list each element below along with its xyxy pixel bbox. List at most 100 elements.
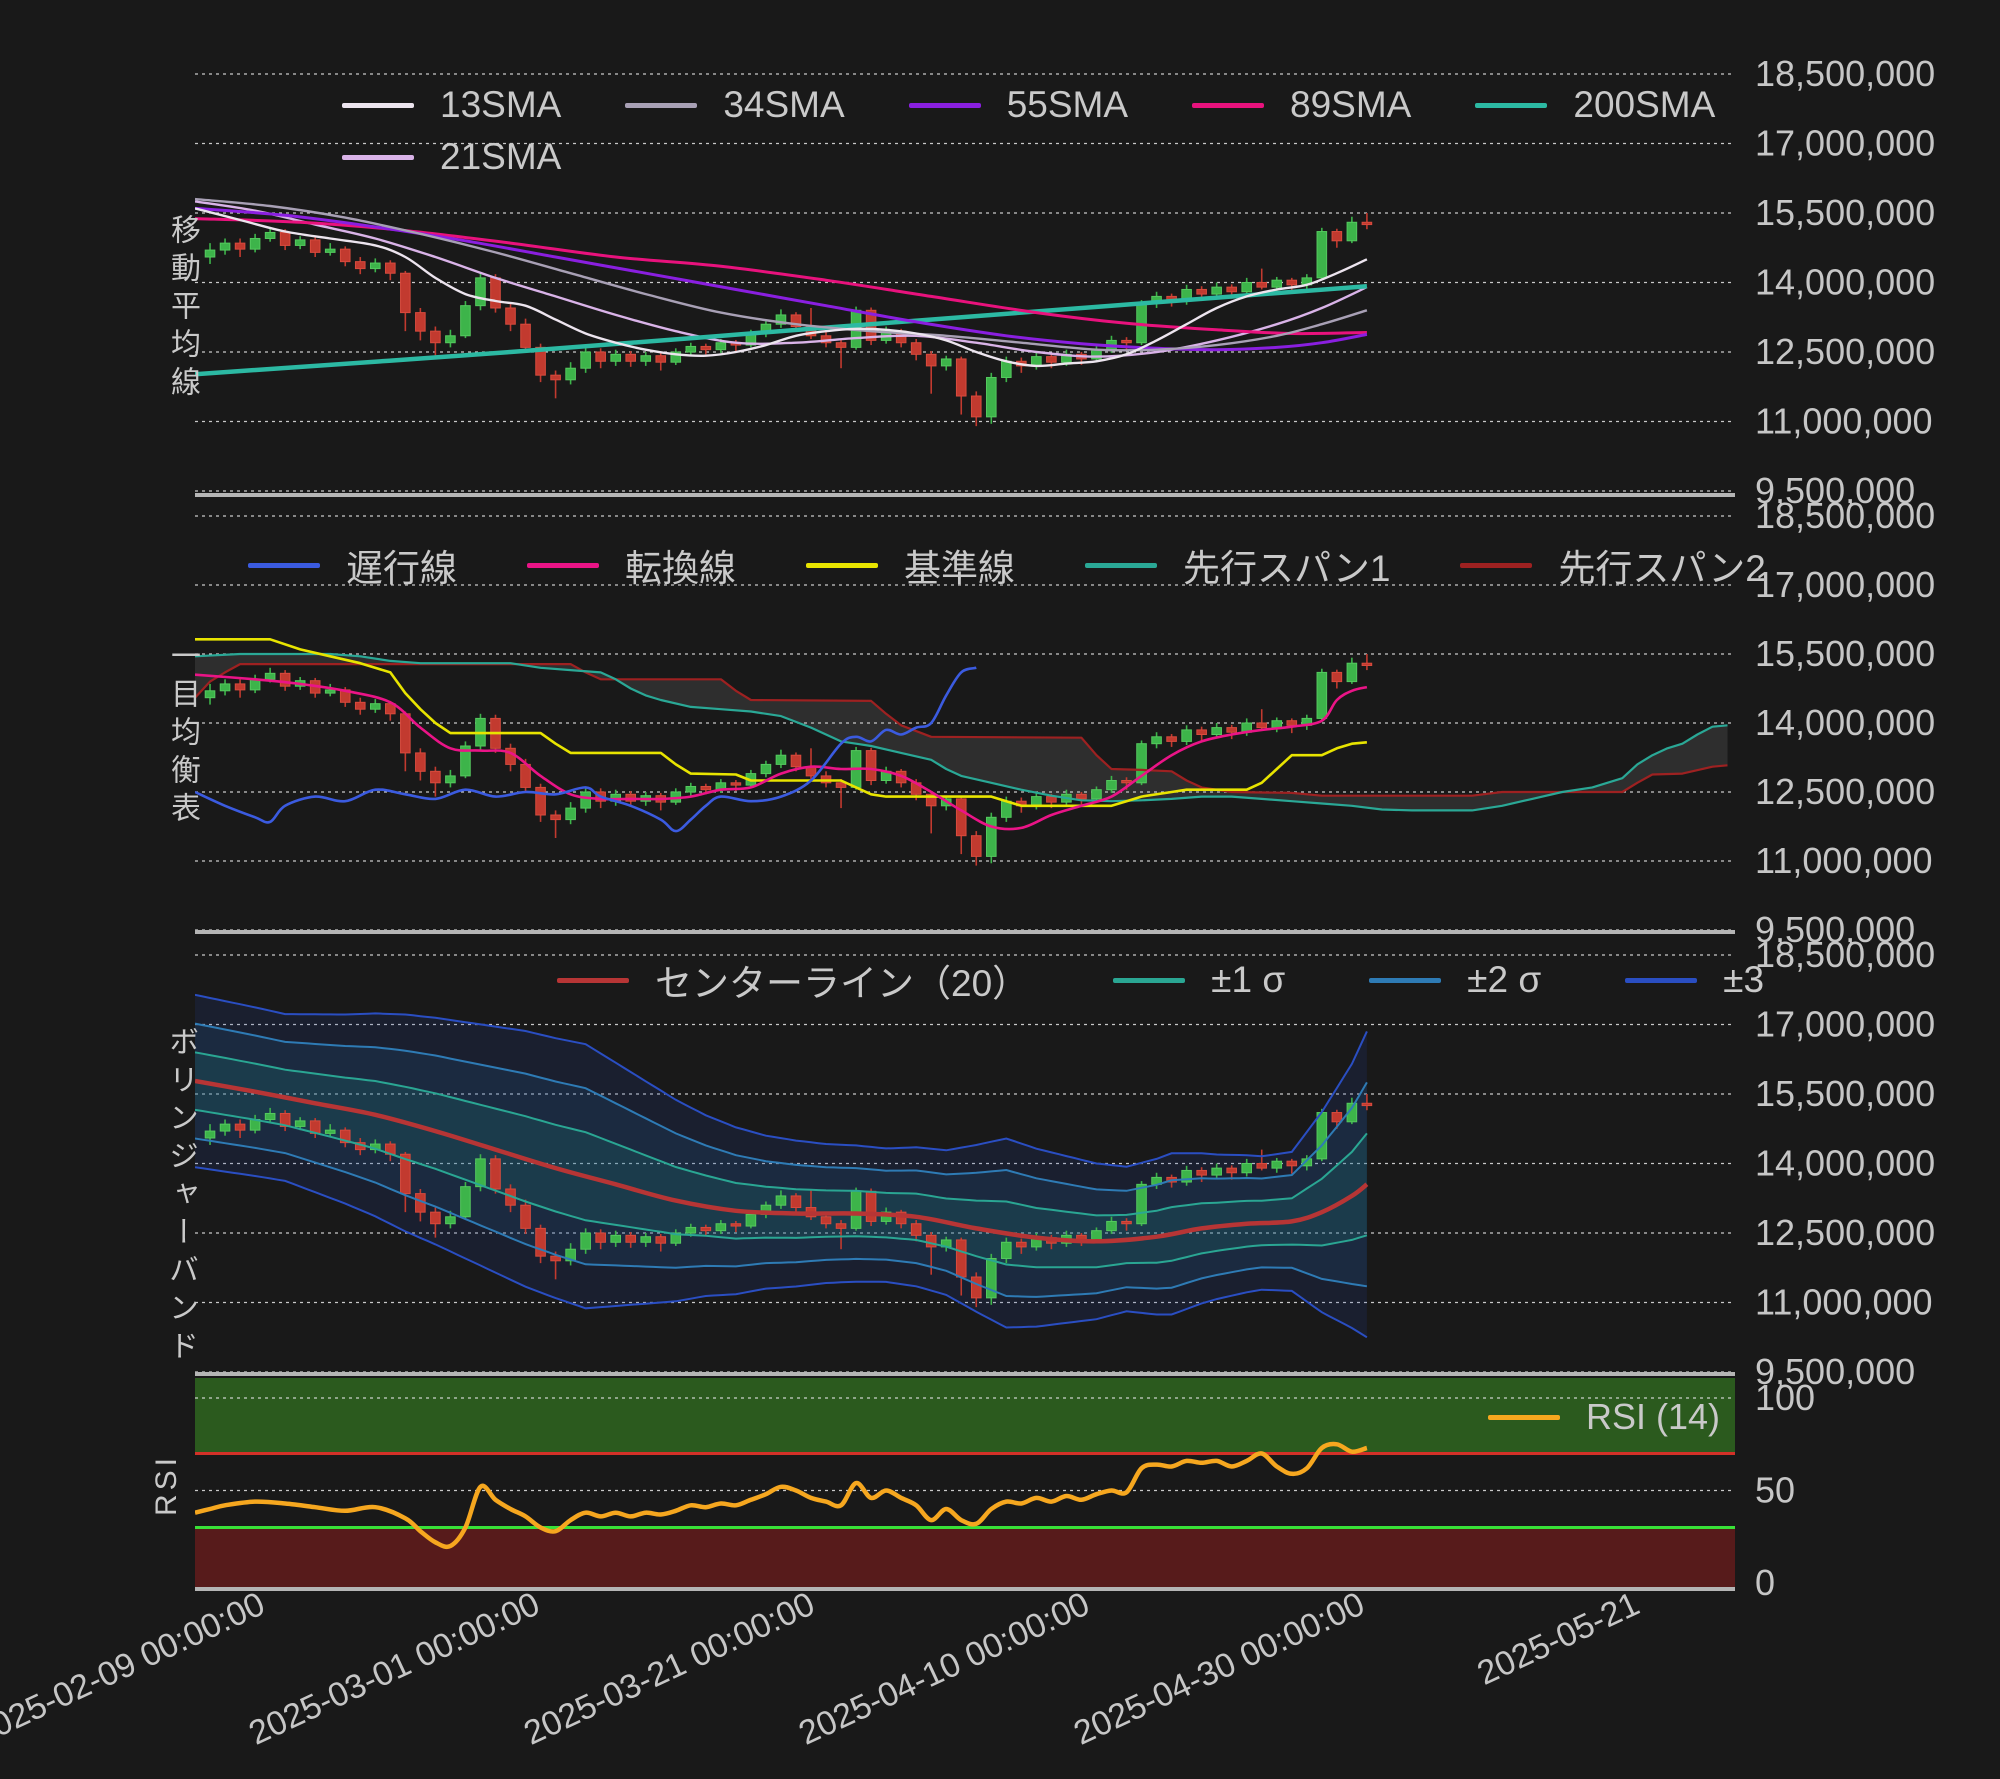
candle bbox=[445, 775, 456, 784]
legend-label: RSI (14) bbox=[1586, 1396, 1721, 1437]
candle bbox=[1136, 1183, 1147, 1225]
candle bbox=[610, 353, 621, 362]
candle bbox=[1046, 356, 1057, 363]
overlay-line-21SMA bbox=[195, 200, 1368, 358]
legend-item-21SMA[interactable]: 21SMA bbox=[342, 136, 561, 178]
y-axis-label: 18,500,000 bbox=[1755, 934, 1935, 975]
y-axis-label: 9,500,000 bbox=[1755, 1351, 1915, 1392]
candle bbox=[1196, 729, 1207, 736]
legend-item-±3[interactable]: ±3 bbox=[1625, 959, 1764, 1001]
candle bbox=[850, 1190, 862, 1229]
candle bbox=[790, 314, 802, 328]
candle bbox=[595, 1232, 606, 1243]
legend-item-200SMA[interactable]: 200SMA bbox=[1475, 84, 1715, 126]
overlay-line-先行スパン2 bbox=[195, 663, 1728, 797]
candle bbox=[535, 786, 546, 816]
overlay-line-基準線 bbox=[195, 638, 1368, 808]
candle bbox=[970, 835, 982, 857]
y-axis-label: 17,000,000 bbox=[1755, 1004, 1935, 1045]
candle bbox=[640, 355, 652, 362]
legend-label: 13SMA bbox=[440, 84, 562, 125]
legend-item-RSI (14)[interactable]: RSI (14) bbox=[1488, 1396, 1720, 1438]
overlay-line-34SMA bbox=[195, 197, 1368, 352]
y-axis-label: 12,500,000 bbox=[1755, 331, 1935, 372]
candle bbox=[1316, 231, 1328, 279]
candle bbox=[1241, 1163, 1253, 1174]
candle bbox=[1361, 221, 1373, 226]
candle bbox=[445, 1216, 456, 1225]
legend-item-センターライン（20）[interactable]: センターライン（20） bbox=[557, 953, 1029, 1007]
candle bbox=[234, 1123, 246, 1131]
candle bbox=[1256, 282, 1268, 288]
candle bbox=[550, 374, 561, 381]
legend-item-±2 σ[interactable]: ±2 σ bbox=[1369, 959, 1541, 1001]
candle bbox=[219, 683, 231, 692]
legend-item-遅行線[interactable]: 遅行線 bbox=[248, 538, 457, 592]
candle bbox=[865, 1190, 877, 1222]
candle bbox=[565, 367, 576, 381]
x-axis-label: 2025-02-09 00:00:00 bbox=[0, 1585, 270, 1753]
rsi-axis-label: 50 bbox=[1755, 1470, 1795, 1511]
legend-item-34SMA[interactable]: 34SMA bbox=[625, 84, 845, 126]
bollinger-upper-3 bbox=[195, 993, 1368, 1168]
candle bbox=[1361, 662, 1373, 667]
candle bbox=[1166, 736, 1177, 742]
legend-item-89SMA[interactable]: 89SMA bbox=[1192, 84, 1411, 126]
candle bbox=[820, 1216, 832, 1225]
candle bbox=[1121, 339, 1132, 344]
candle bbox=[324, 248, 336, 253]
candle bbox=[1001, 1241, 1012, 1259]
candle bbox=[1016, 1241, 1027, 1248]
y-axis-label: 9,500,000 bbox=[1755, 470, 1915, 511]
y-axis-label: 15,500,000 bbox=[1755, 633, 1935, 674]
candle bbox=[970, 1276, 982, 1299]
legend-swatch-icon bbox=[1192, 102, 1265, 108]
legend-swatch-icon bbox=[557, 977, 629, 983]
legend-item-転換線[interactable]: 転換線 bbox=[527, 538, 736, 592]
candle bbox=[1346, 221, 1358, 242]
candle bbox=[1271, 720, 1283, 729]
candle bbox=[219, 1123, 231, 1132]
candle bbox=[1211, 286, 1222, 295]
candle bbox=[1046, 796, 1057, 803]
legend-item-55SMA[interactable]: 55SMA bbox=[908, 84, 1128, 126]
candle bbox=[294, 239, 306, 246]
candle bbox=[204, 1130, 216, 1139]
y-axis-label: 11,000,000 bbox=[1755, 840, 1933, 881]
legend-label: 先行スパン2 bbox=[1558, 548, 1766, 589]
legend-label: ±2 σ bbox=[1467, 959, 1542, 1000]
candle bbox=[580, 351, 591, 369]
rsi-overbought-zone bbox=[195, 1378, 1735, 1454]
y-axis-label: 18,500,000 bbox=[1755, 53, 1935, 94]
legend-item-基準線[interactable]: 基準線 bbox=[806, 538, 1015, 592]
panel-title-moving-average: 移動平均線 bbox=[166, 214, 199, 404]
candle bbox=[985, 816, 997, 857]
candle bbox=[1301, 1158, 1313, 1167]
legend-label: 転換線 bbox=[625, 548, 736, 589]
legend-item-13SMA[interactable]: 13SMA bbox=[342, 84, 561, 126]
x-axis-label: 2025-05-21 bbox=[1472, 1585, 1646, 1693]
candle bbox=[1211, 1167, 1222, 1176]
candle bbox=[490, 277, 501, 309]
legend-ichimoku: 遅行線 転換線 基準線 先行スパン1 先行スパン2 bbox=[248, 538, 1766, 592]
panel-title-bollinger: ボリンジャーバンド bbox=[164, 1026, 197, 1368]
candle bbox=[1091, 789, 1102, 800]
legend-item-先行スパン1[interactable]: 先行スパン1 bbox=[1085, 538, 1390, 592]
candle bbox=[835, 1223, 847, 1229]
candle bbox=[910, 1223, 922, 1236]
legend-item-±1 σ[interactable]: ±1 σ bbox=[1113, 959, 1285, 1001]
candle bbox=[204, 249, 216, 258]
legend-swatch-icon bbox=[1085, 562, 1157, 568]
legend-rsi: RSI (14) bbox=[1488, 1396, 1720, 1438]
bollinger-upper-1 bbox=[195, 1051, 1368, 1217]
candle bbox=[445, 335, 456, 344]
candle bbox=[775, 314, 787, 325]
legend-item-先行スパン2[interactable]: 先行スパン2 bbox=[1460, 538, 1766, 592]
candle bbox=[264, 1112, 276, 1120]
candle bbox=[685, 345, 697, 353]
bollinger-band-fill bbox=[195, 994, 1367, 1338]
candle bbox=[354, 701, 366, 710]
x-axis-label: 2025-03-21 00:00:00 bbox=[518, 1585, 820, 1753]
candle bbox=[460, 1186, 471, 1218]
